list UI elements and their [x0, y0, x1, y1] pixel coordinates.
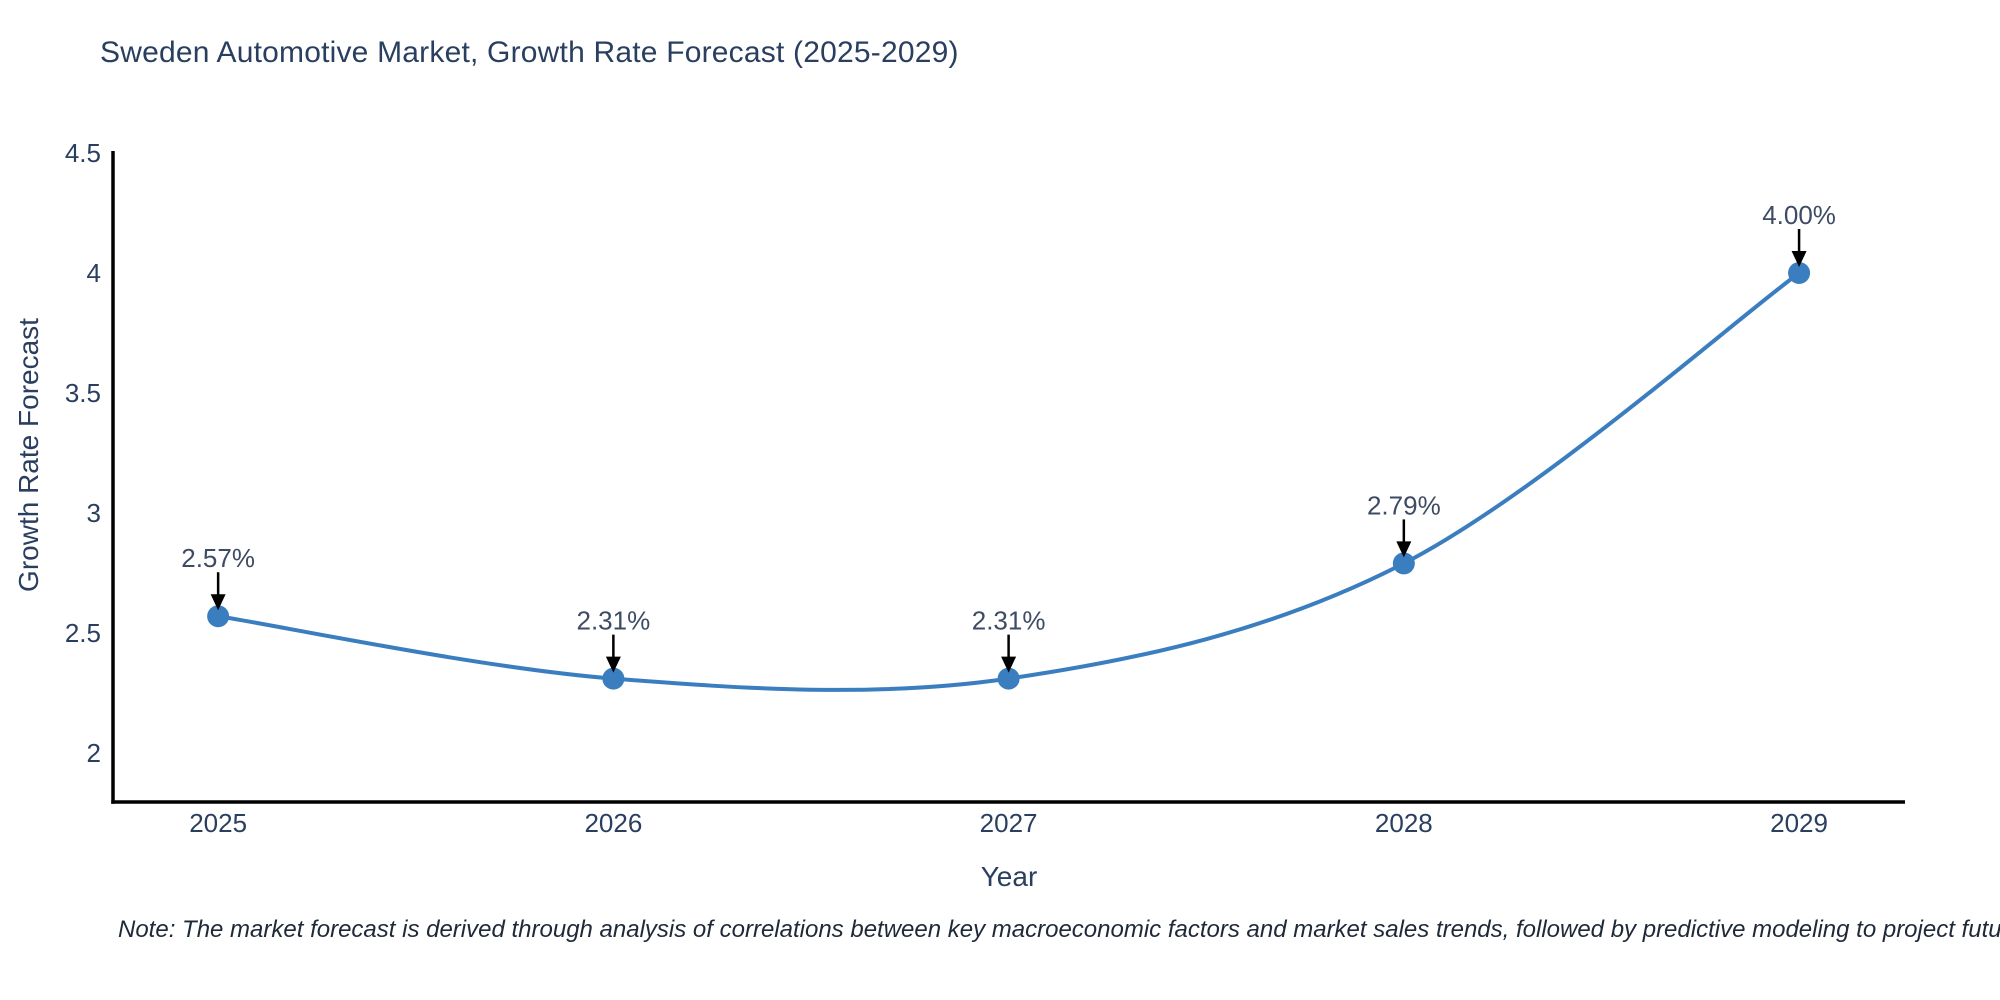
annotation-arrows	[210, 229, 1807, 673]
x-tick-2026: 2026	[584, 808, 642, 838]
x-axis-title: Year	[981, 861, 1038, 892]
annotation-arrowhead-icon	[1001, 656, 1017, 673]
y-tick-2: 2	[87, 738, 101, 768]
data-point-2025[interactable]	[207, 605, 230, 628]
data-point-2028[interactable]	[1392, 552, 1415, 575]
annotation-arrowhead-icon	[1791, 251, 1807, 268]
value-label-2029: 4.00%	[1762, 200, 1836, 230]
y-axis-title: Growth Rate Forecast	[13, 318, 44, 592]
x-tick-2029: 2029	[1770, 808, 1828, 838]
annotation-labels: 2.57% 2.31% 2.31% 2.79% 4.00%	[181, 200, 1836, 636]
y-tick-4: 4	[87, 258, 101, 288]
data-point-2027[interactable]	[997, 667, 1020, 690]
value-label-2026: 2.31%	[577, 606, 651, 636]
y-tick-4.5: 4.5	[65, 138, 101, 168]
x-tick-2027: 2027	[980, 808, 1038, 838]
y-tick-3.5: 3.5	[65, 378, 101, 408]
annotation-arrowhead-icon	[605, 656, 621, 673]
y-tick-2.5: 2.5	[65, 618, 101, 648]
x-tick-2025: 2025	[189, 808, 247, 838]
footnote: Note: The market forecast is derived thr…	[118, 916, 2000, 943]
value-label-2027: 2.31%	[972, 606, 1046, 636]
value-label-2028: 2.79%	[1367, 490, 1441, 520]
y-tick-3: 3	[87, 498, 101, 528]
y-axis-tick-labels: 2 2.5 3 3.5 4 4.5	[65, 138, 101, 768]
annotation-arrowhead-icon	[1396, 541, 1412, 558]
data-point-2026[interactable]	[602, 667, 625, 690]
value-label-2025: 2.57%	[181, 543, 255, 573]
chart-title: Sweden Automotive Market, Growth Rate Fo…	[100, 36, 959, 69]
annotation-arrowhead-icon	[210, 594, 226, 611]
x-tick-2028: 2028	[1375, 808, 1433, 838]
x-axis-tick-labels: 2025 2026 2027 2028 2029	[189, 808, 1828, 838]
data-point-2029[interactable]	[1788, 262, 1811, 285]
data-points	[207, 262, 1811, 690]
